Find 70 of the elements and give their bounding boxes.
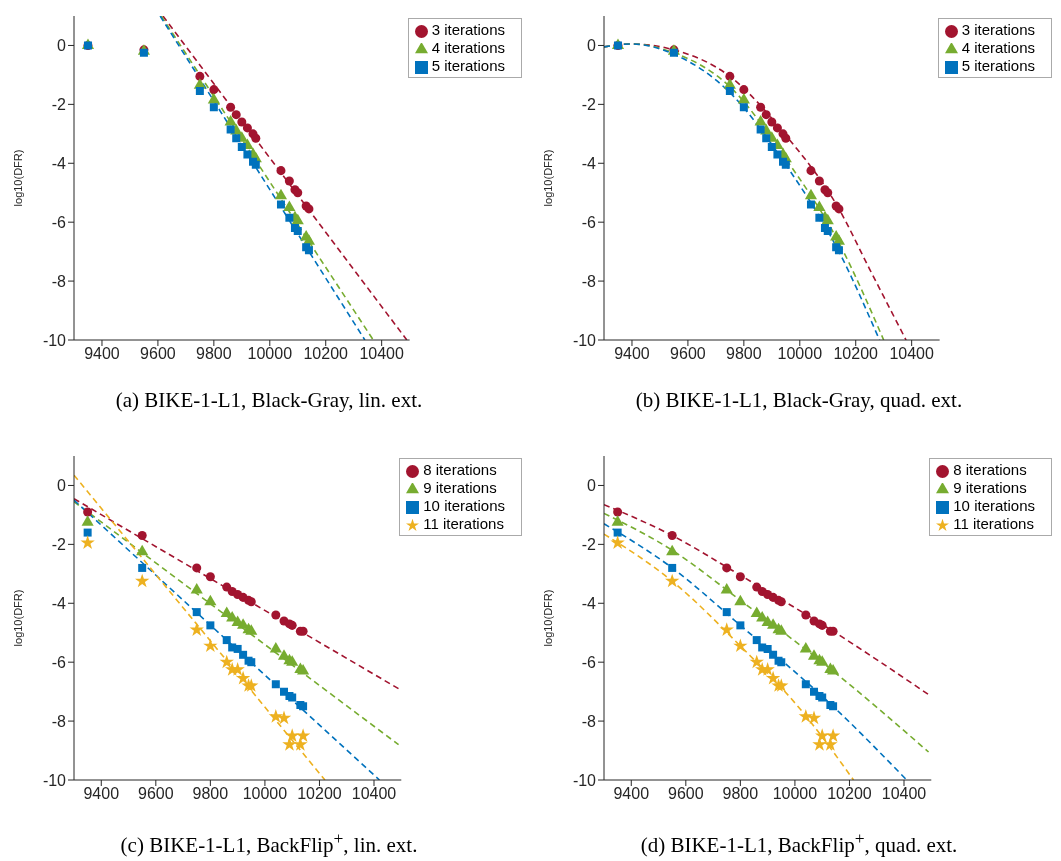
text: (b) BIKE-1-L1, Black-Gray, quad. ext.: [634, 388, 964, 413]
y-tick-label: -10: [42, 771, 67, 789]
x-tick-label: 9600: [140, 345, 176, 363]
legend-label: 8 iterations: [423, 461, 497, 478]
legend-label: 4 iterations: [431, 39, 505, 56]
x-tick-label: 10200: [827, 785, 872, 803]
x-tick-label: 9400: [613, 785, 650, 803]
legend-label: 3 iterations: [961, 21, 1035, 38]
x-tick-label: 10000: [247, 345, 293, 363]
legend-label: 10 iterations: [423, 497, 505, 514]
x-tick-label: 10200: [303, 345, 349, 363]
y-tick-label: -2: [581, 96, 597, 114]
x-tick-label: 10400: [359, 345, 404, 363]
legend-label: 9 iterations: [953, 479, 1027, 496]
x-tick-label: 9800: [726, 345, 762, 363]
y-tick-label: -10: [572, 331, 597, 349]
y-axis-title: log10(DFR): [11, 589, 24, 647]
y-tick-label: -2: [51, 96, 67, 114]
x-tick-label: 10200: [297, 785, 342, 803]
x-tick-label: 9800: [722, 785, 759, 803]
y-tick-label: -8: [51, 712, 67, 730]
y-tick-label: -8: [581, 272, 597, 290]
y-tick-label: -2: [51, 536, 67, 554]
y-tick-label: 0: [587, 477, 597, 495]
x-tick-label: 9800: [196, 345, 232, 363]
x-tick-label: 10000: [242, 785, 288, 803]
x-tick-label: 9400: [614, 345, 650, 363]
legend-label: 5 iterations: [431, 57, 505, 74]
x-tick-label: 10000: [777, 345, 823, 363]
legend-label: 11 iterations: [423, 515, 504, 532]
y-tick-label: -6: [581, 653, 597, 671]
y-tick-label: 0: [57, 477, 67, 495]
legend-label: 9 iterations: [423, 479, 497, 496]
y-tick-label: -6: [51, 653, 67, 671]
y-tick-label: -4: [51, 154, 67, 172]
text: (c) BIKE-1-L1, BackFlip$^{+}$, lin. ext.: [119, 828, 419, 858]
y-axis-title: log10(DFR): [541, 149, 554, 207]
legend-label: 4 iterations: [961, 39, 1035, 56]
legend-label: 5 iterations: [961, 57, 1035, 74]
y-tick-label: -4: [581, 154, 597, 172]
y-tick-label: -6: [581, 213, 597, 231]
x-tick-label: 10400: [889, 345, 934, 363]
y-tick-label: -2: [581, 536, 597, 554]
x-tick-label: 10200: [833, 345, 879, 363]
y-tick-label: -6: [51, 213, 67, 231]
x-tick-label: 9400: [83, 785, 120, 803]
x-tick-label: 9600: [670, 345, 706, 363]
text: (d) BIKE-1-L1, BackFlip$^{+}$, quad. ext.: [639, 828, 959, 858]
x-tick-label: 10400: [881, 785, 927, 803]
y-tick-label: -4: [581, 594, 597, 612]
y-axis-title: log10(DFR): [541, 589, 554, 647]
y-tick-label: -8: [581, 712, 597, 730]
x-tick-label: 9400: [84, 345, 120, 363]
y-tick-label: -4: [51, 594, 67, 612]
y-tick-label: -8: [51, 272, 67, 290]
legend-label: 11 iterations: [953, 515, 1034, 532]
x-tick-label: 9800: [192, 785, 229, 803]
y-tick-label: -10: [42, 331, 67, 349]
y-tick-label: 0: [587, 37, 597, 55]
x-tick-label: 9600: [668, 785, 704, 803]
text: (a) BIKE-1-L1, Black-Gray, lin. ext.: [114, 388, 424, 413]
y-tick-label: -10: [572, 771, 597, 789]
y-tick-label: 0: [57, 37, 67, 55]
x-tick-label: 10400: [351, 785, 397, 803]
y-axis-title: log10(DFR): [11, 149, 24, 207]
legend-label: 10 iterations: [953, 497, 1035, 514]
x-tick-label: 10000: [772, 785, 818, 803]
legend-label: 8 iterations: [953, 461, 1027, 478]
x-tick-label: 9600: [138, 785, 174, 803]
legend-label: 3 iterations: [431, 21, 505, 38]
